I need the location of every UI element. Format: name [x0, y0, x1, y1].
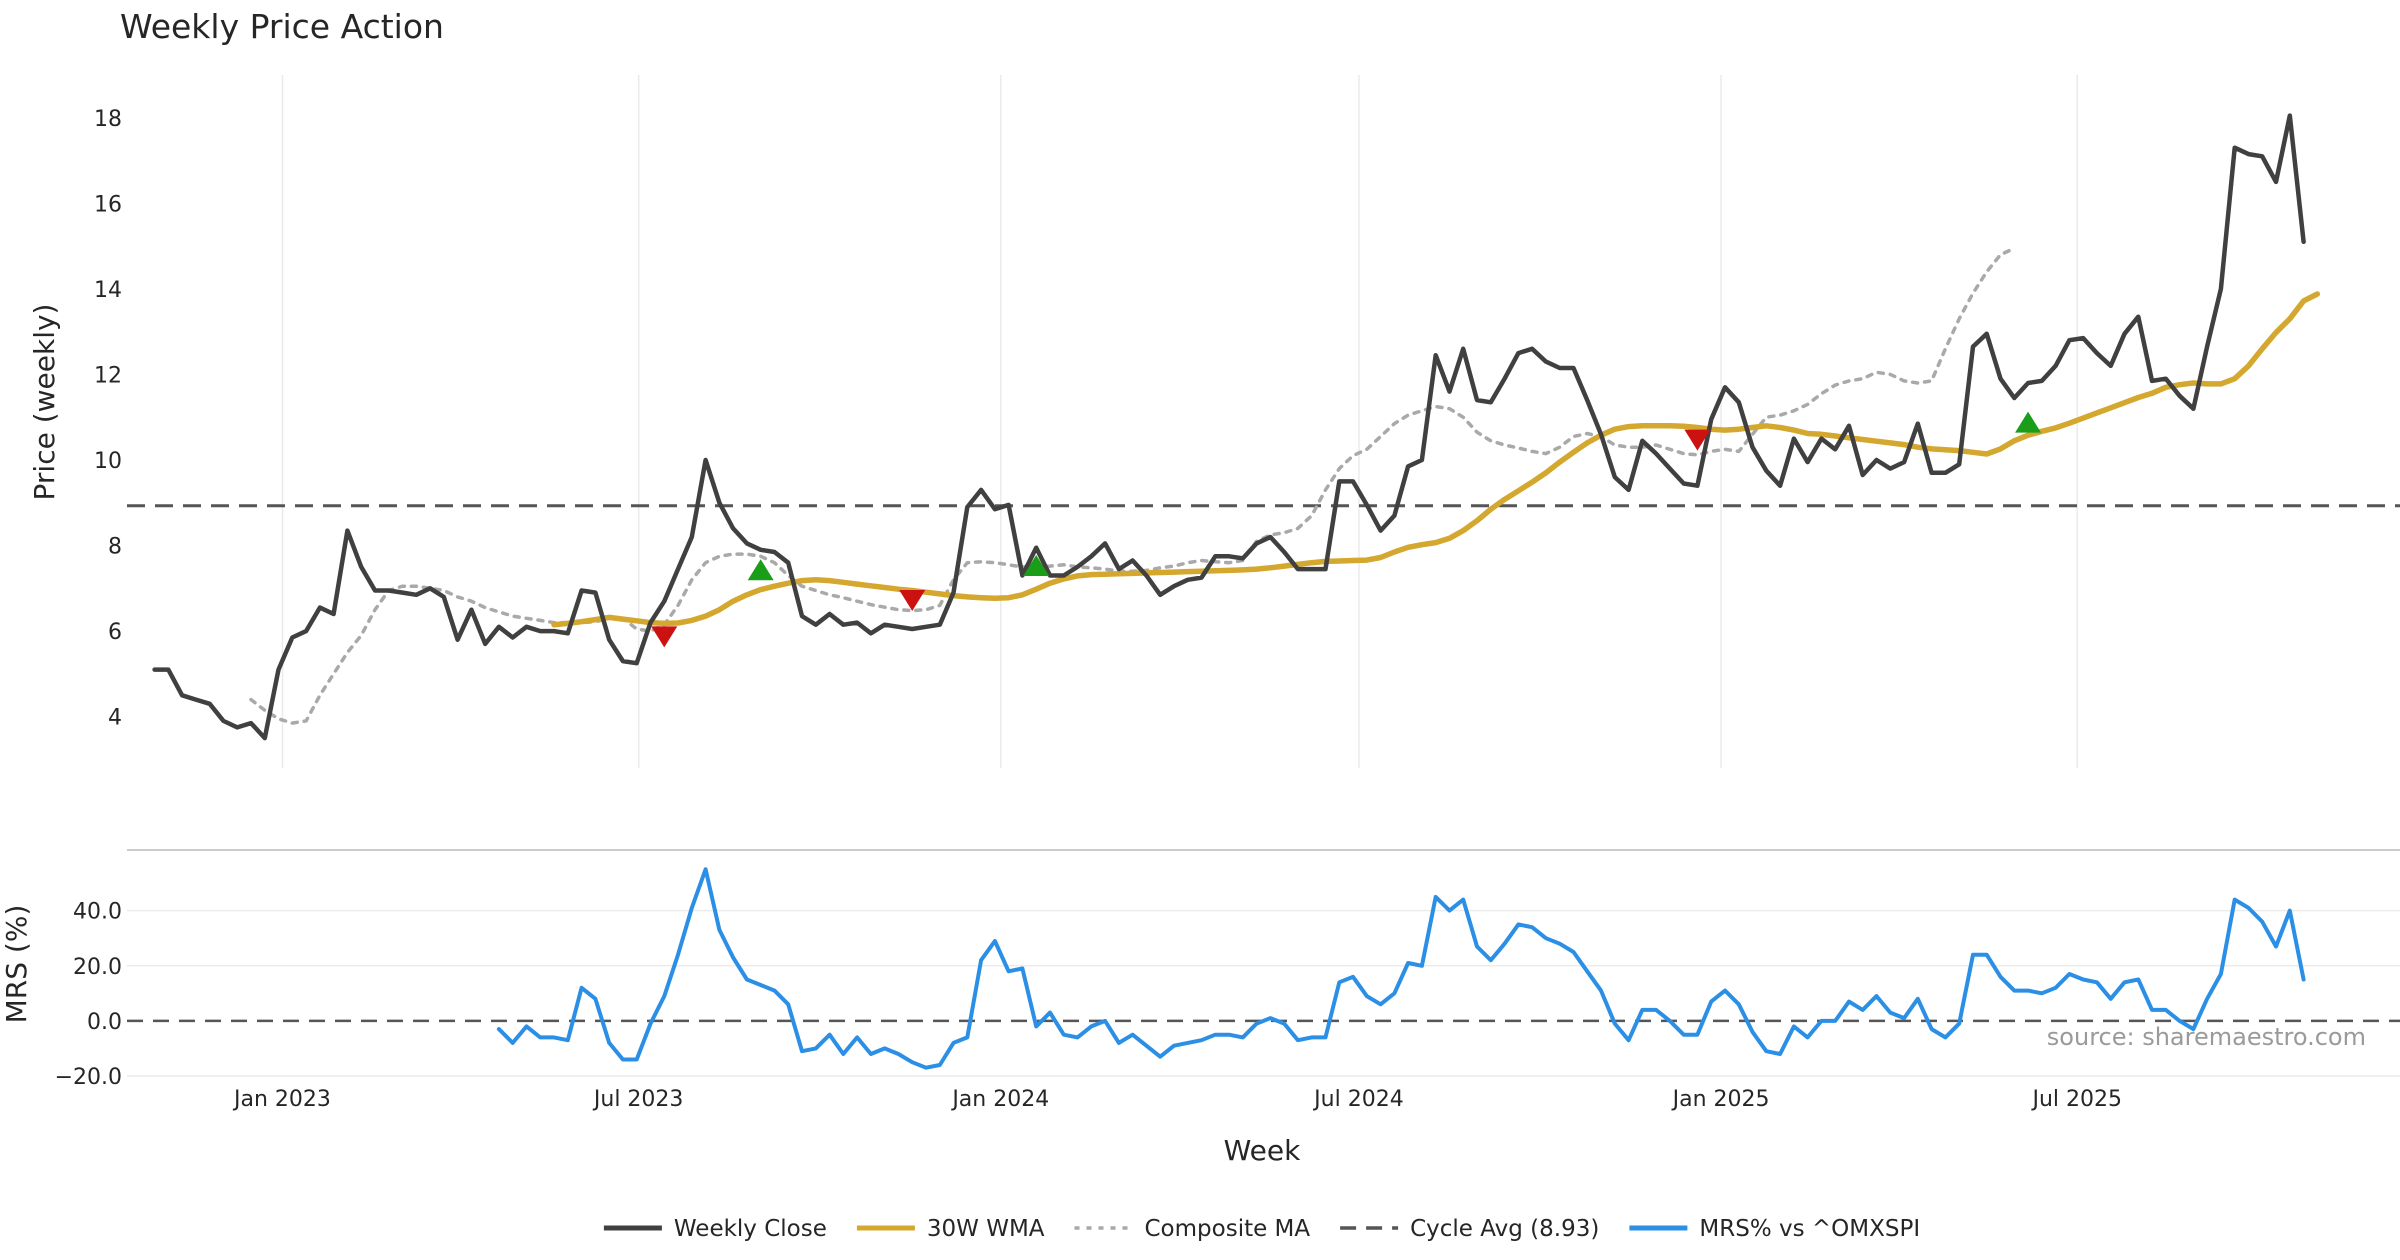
mrs-y-tick-0-0: 0.0 [87, 1010, 122, 1035]
source-label: source: sharemaestro.com [2047, 1023, 2366, 1051]
legend-label-cycle-avg-8-93: Cycle Avg (8.93) [1410, 1216, 1599, 1242]
x-tick-jan-2025: Jan 2025 [1671, 1087, 1770, 1112]
price-y-tick-10: 10 [94, 449, 122, 474]
price-y-tick-16: 16 [94, 192, 122, 217]
legend-item-cycle-avg-8-93: Cycle Avg (8.93) [1340, 1216, 1599, 1242]
legend-label-30w-wma: 30W WMA [927, 1216, 1045, 1242]
x-tick-jan-2024: Jan 2024 [950, 1087, 1049, 1112]
legend-label-mrs-vs-omxspi: MRS% vs ^OMXSPI [1699, 1216, 1920, 1242]
buy-signal-3 [2015, 411, 2042, 433]
series-weekly-close [152, 113, 2306, 741]
sell-signal-1 [651, 626, 678, 648]
buy-signal-2 [1023, 554, 1050, 576]
price-y-tick-14: 14 [94, 278, 122, 303]
legend-item-weekly-close: Weekly Close [603, 1216, 827, 1242]
legend-item-mrs-vs-omxspi: MRS% vs ^OMXSPI [1629, 1216, 1920, 1242]
x-tick-jul-2024: Jul 2024 [1312, 1087, 1404, 1112]
price-y-tick-8: 8 [108, 535, 122, 560]
price-y-tick-18: 18 [94, 107, 122, 132]
sell-signal-2 [899, 590, 926, 612]
price-y-axis-title: Price (weekly) [28, 304, 61, 501]
x-tick-jan-2023: Jan 2023 [232, 1087, 331, 1112]
x-tick-jul-2025: Jul 2025 [2030, 1087, 2122, 1112]
series-composite-ma [249, 246, 2017, 725]
price-y-tick-12: 12 [94, 363, 122, 388]
price-series [152, 113, 2321, 741]
price-y-tick-4: 4 [108, 706, 122, 731]
legend-label-weekly-close: Weekly Close [674, 1216, 827, 1242]
legend-label-composite-ma: Composite MA [1145, 1216, 1311, 1242]
series-mrs-vs-omxspi [496, 867, 2306, 1070]
x-axis-title: Week [1224, 1134, 1301, 1167]
mrs-y-axis-title: MRS (%) [0, 905, 33, 1024]
sell-signal-3 [1684, 429, 1711, 451]
mrs-y-tick-20-0: −20.0 [55, 1065, 122, 1090]
price-y-ticks: 4 6 8 10 12 14 16 18 [94, 107, 122, 731]
mrs-y-ticks: −20.0 0.0 20.0 40.0 [55, 900, 122, 1090]
mrs-y-tick-20-0: 20.0 [73, 955, 122, 980]
buy-signal-1 [747, 559, 774, 581]
mrs-series [496, 867, 2306, 1070]
price-y-tick-6: 6 [108, 620, 122, 645]
mrs-y-tick-40-0: 40.0 [73, 900, 122, 925]
price-grid [281, 75, 2079, 768]
x-ticks: Jan 2023 Jul 2023 Jan 2024 Jul 2024 Jan 2025… [232, 1087, 2122, 1112]
legend-item-composite-ma: Composite MA [1074, 1216, 1311, 1242]
series-30w-wma [551, 291, 2321, 628]
signal-markers [651, 411, 2042, 648]
mrs-grid [127, 909, 2400, 1077]
chart-title: Weekly Price Action [120, 7, 444, 46]
legend: Weekly Close 30W WMA Composite MA Cycle Avg… [603, 1216, 1920, 1242]
x-tick-jul-2023: Jul 2023 [592, 1087, 684, 1112]
legend-item-30w-wma: 30W WMA [856, 1216, 1045, 1242]
